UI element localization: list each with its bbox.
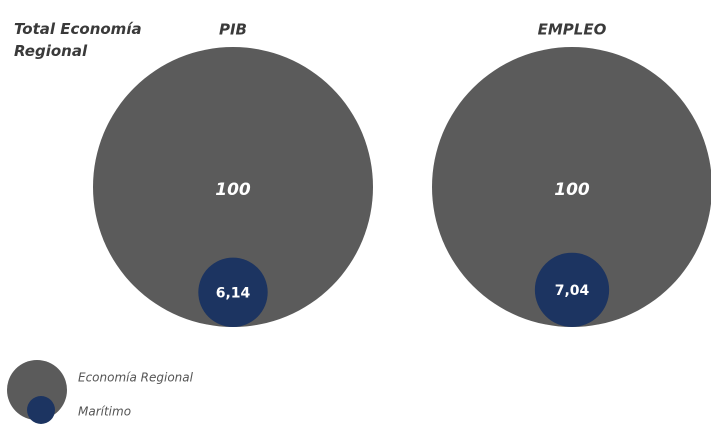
category-label: EMPLEO [538,21,607,39]
value-label: 6,14 [216,285,251,301]
inner-bubble [534,252,610,327]
legend-label: Marítimo [78,405,131,419]
outer-bubble [93,47,373,327]
chart-title: Total Economía Regional [14,20,142,60]
category-label: PIB [219,21,247,39]
value-label: 100 [554,180,590,200]
value-label: 100 [215,180,251,200]
legend-label: Economía Regional [78,371,194,385]
outer-bubble [432,47,711,327]
legend-swatch [27,396,55,424]
inner-bubble [198,257,268,327]
value-label: 7,04 [555,283,590,299]
